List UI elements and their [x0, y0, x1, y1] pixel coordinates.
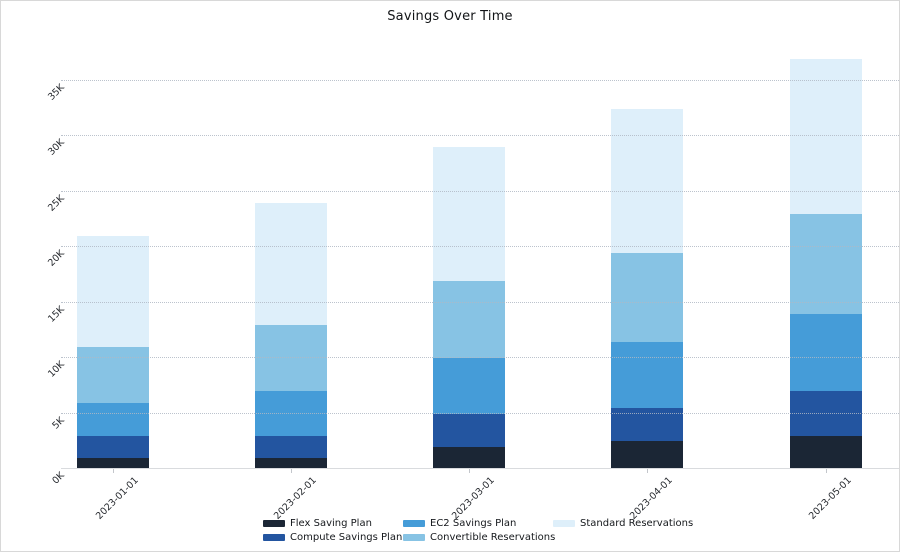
legend-item-flex-saving-plan: Flex Saving Plan [263, 518, 372, 529]
legend-item-compute-savings-plan: Compute Savings Plan [263, 532, 402, 543]
bar-segment-convertible-reservations [77, 347, 149, 403]
bar-segment-flex-saving-plan [255, 457, 328, 469]
legend-item-convertible-reservations: Convertible Reservations [403, 532, 555, 543]
bar-segment-convertible-reservations [433, 280, 506, 359]
x-tick-mark [113, 469, 114, 473]
bar-segment-ec2-savings-plan [77, 402, 149, 436]
bar-segment-flex-saving-plan [433, 446, 506, 469]
x-tick-mark [291, 469, 293, 473]
bar-2023-02-01 [255, 202, 328, 469]
legend-label-standard-reservations: Standard Reservations [580, 518, 694, 529]
bar-segment-compute-savings-plan [255, 435, 328, 458]
bar-segment-standard-reservations [433, 147, 506, 281]
bar-segment-compute-savings-plan [789, 391, 862, 436]
bar-segment-flex-saving-plan [77, 457, 149, 469]
gridline-30K [61, 135, 899, 137]
x-tick-mark [647, 469, 649, 473]
bar-2023-01-01 [77, 236, 149, 469]
gridline-35K [61, 79, 899, 81]
bar-segment-ec2-savings-plan [789, 313, 862, 392]
bar-segment-ec2-savings-plan [255, 391, 328, 436]
legend-label-flex-saving-plan: Flex Saving Plan [290, 518, 372, 529]
legend-swatch-flex-saving-plan [263, 520, 285, 527]
bar-segment-convertible-reservations [255, 324, 328, 392]
legend-item-standard-reservations: Standard Reservations [553, 518, 693, 529]
bar-segment-compute-savings-plan [433, 413, 506, 447]
plot-area [61, 46, 899, 469]
legend-swatch-convertible-reservations [403, 534, 425, 541]
bar-segment-compute-savings-plan [611, 408, 684, 442]
legend-item-ec2-savings-plan: EC2 Savings Plan [403, 518, 516, 529]
legend-swatch-compute-savings-plan [263, 534, 285, 541]
y-tick-label-0K: 0K [50, 470, 67, 487]
legend-label-ec2-savings-plan: EC2 Savings Plan [430, 518, 517, 529]
legend-swatch-ec2-savings-plan [403, 520, 425, 527]
bar-segment-standard-reservations [789, 58, 862, 215]
bar-segment-standard-reservations [77, 236, 149, 348]
bar-segment-flex-saving-plan [789, 435, 862, 469]
legend-label-compute-savings-plan: Compute Savings Plan [290, 532, 403, 543]
bar-segment-standard-reservations [255, 202, 328, 325]
legend-swatch-standard-reservations [553, 520, 575, 527]
x-axis-line [61, 468, 899, 469]
bar-segment-standard-reservations [611, 108, 684, 253]
chart-title: Savings Over Time [387, 9, 513, 24]
x-tick-label-2023-01-01: 2023-01-01 [93, 475, 141, 522]
bar-2023-03-01 [433, 147, 506, 469]
bar-segment-convertible-reservations [789, 214, 862, 314]
legend-label-convertible-reservations: Convertible Reservations [430, 532, 556, 543]
bar-segment-ec2-savings-plan [611, 341, 684, 409]
bar-2023-05-01 [789, 58, 862, 469]
bar-segment-flex-saving-plan [611, 441, 684, 469]
x-tick-mark [469, 469, 471, 473]
bar-segment-ec2-savings-plan [433, 358, 506, 414]
x-tick-mark [825, 469, 827, 473]
bar-segment-compute-savings-plan [77, 435, 149, 458]
x-tick-label-2023-05-01: 2023-05-01 [806, 475, 854, 522]
bar-segment-convertible-reservations [611, 252, 684, 342]
bar-2023-04-01 [611, 108, 684, 469]
